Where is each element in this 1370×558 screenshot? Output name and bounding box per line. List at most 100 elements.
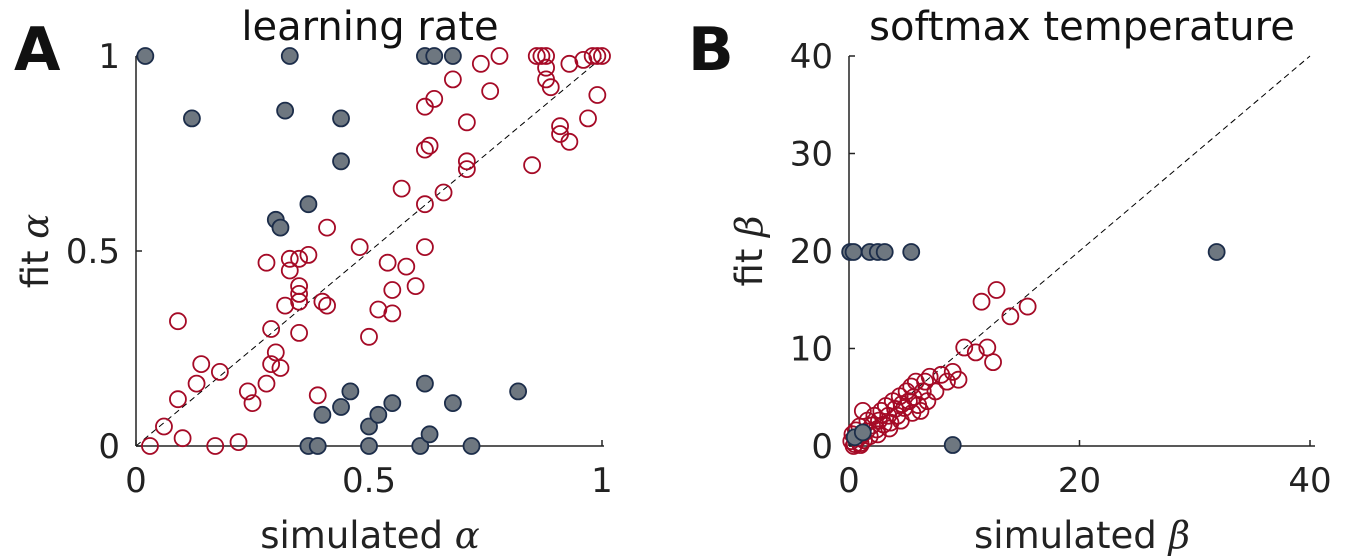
good-fit-point [949, 370, 968, 389]
good-fit-point [457, 152, 476, 171]
panel-a-letter: A [14, 15, 61, 85]
bad-fit-point [416, 374, 434, 393]
panel-a-points [136, 47, 611, 455]
good-fit-point [457, 160, 476, 179]
good-fit-point [420, 136, 439, 155]
bad-fit-point [332, 398, 350, 416]
bad-fit-point [509, 382, 528, 401]
good-fit-point [169, 312, 187, 331]
bad-fit-point [332, 109, 350, 128]
y-tick-label: 1 [98, 37, 120, 77]
y-tick-label: 40 [790, 37, 833, 77]
good-fit-point [383, 281, 402, 299]
good-fit-point [874, 415, 893, 434]
panel-a-identity-line [135, 55, 605, 447]
good-fit-point [257, 374, 276, 393]
good-fit-point [537, 58, 555, 77]
panel-b-y-label: fit β [728, 216, 771, 287]
good-fit-point [425, 90, 444, 108]
good-fit-point [308, 386, 327, 405]
good-fit-point [588, 86, 607, 104]
bad-fit-point [420, 425, 439, 444]
good-fit-point [397, 257, 416, 276]
good-fit-point [588, 47, 607, 65]
good-fit-point [551, 117, 569, 136]
good-fit-point [853, 401, 872, 420]
bad-fit-point [1207, 243, 1226, 261]
bad-fit-point [369, 405, 388, 424]
good-fit-point [955, 338, 974, 357]
good-fit-point [266, 343, 285, 362]
x-tick-label: 0.5 [342, 461, 396, 501]
y-tick-label: 30 [790, 135, 833, 175]
panel-b-points [841, 243, 1226, 455]
good-fit-point [987, 281, 1006, 299]
good-fit-point [434, 183, 453, 202]
good-fit-point [155, 417, 173, 436]
good-fit-point [406, 277, 425, 296]
panel-b-x-ticks: 0 20 40 [838, 440, 1332, 501]
good-fit-point [383, 304, 402, 323]
good-fit-point [579, 109, 597, 128]
bad-fit-point [853, 423, 872, 442]
good-fit-point [457, 113, 476, 132]
bad-fit-point [136, 47, 155, 65]
bad-fit-point [462, 437, 481, 455]
good-fit-point [903, 403, 922, 422]
panel-b-letter: B [688, 15, 734, 85]
good-fit-point [416, 238, 434, 257]
good-fit-point [173, 429, 192, 448]
x-tick-label: 0 [125, 461, 147, 501]
bad-fit-point [443, 47, 462, 65]
good-fit-point [938, 372, 956, 391]
good-fit-point [481, 82, 500, 100]
good-fit-point [378, 253, 397, 272]
x-tick-label: 0 [838, 461, 860, 501]
panel-a-y-label: fit α [14, 214, 57, 289]
good-fit-point [187, 374, 206, 393]
good-fit-point [262, 320, 281, 338]
bad-fit-point [443, 394, 462, 413]
good-fit-point [257, 253, 276, 272]
bad-fit-point [299, 195, 318, 214]
panel-a-y-ticks: 00.51 [66, 37, 142, 467]
y-tick-label: 0.5 [66, 232, 120, 272]
good-fit-point [280, 261, 299, 280]
good-fit-point [192, 355, 211, 374]
good-fit-point [1018, 297, 1037, 316]
panel-a-x-label: simulated α [260, 514, 480, 557]
bad-fit-point [280, 47, 299, 65]
good-fit-point [932, 365, 951, 384]
bad-fit-point [383, 394, 402, 413]
panel-b-y-ticks: 0 10 20 30 40 [790, 37, 855, 467]
bad-fit-point [271, 218, 290, 237]
good-fit-point [916, 372, 934, 391]
good-fit-point [1001, 307, 1020, 326]
panel-b: B softmax temperature 0 20 40 0 10 20 30 40 si… [688, 4, 1332, 557]
good-fit-point [262, 355, 281, 374]
bad-fit-point [425, 47, 444, 65]
good-fit-point [416, 195, 434, 214]
panel-a: A learning rate 0 0.5 1 00.51 simulated α … [14, 4, 613, 557]
panel-b-identity-line [848, 55, 1311, 447]
bad-fit-point [943, 436, 962, 454]
bad-fit-point [411, 437, 430, 455]
good-fit-point [290, 323, 309, 342]
good-fit-point [541, 78, 560, 97]
good-fit-point [490, 47, 509, 65]
bad-fit-point [875, 243, 894, 261]
panel-a-title: learning rate [241, 4, 498, 50]
good-fit-point [169, 390, 187, 409]
x-tick-label: 20 [1058, 461, 1101, 501]
y-tick-label: 10 [790, 330, 833, 370]
good-fit-point [280, 249, 299, 268]
good-fit-point [243, 394, 262, 413]
good-fit-point [318, 218, 336, 237]
good-fit-point [350, 238, 369, 257]
good-fit-point [583, 47, 602, 65]
good-fit-point [920, 367, 939, 386]
good-fit-point [318, 296, 336, 315]
good-fit-point [290, 249, 309, 268]
bad-fit-point [313, 405, 332, 424]
good-fit-point [926, 382, 945, 401]
